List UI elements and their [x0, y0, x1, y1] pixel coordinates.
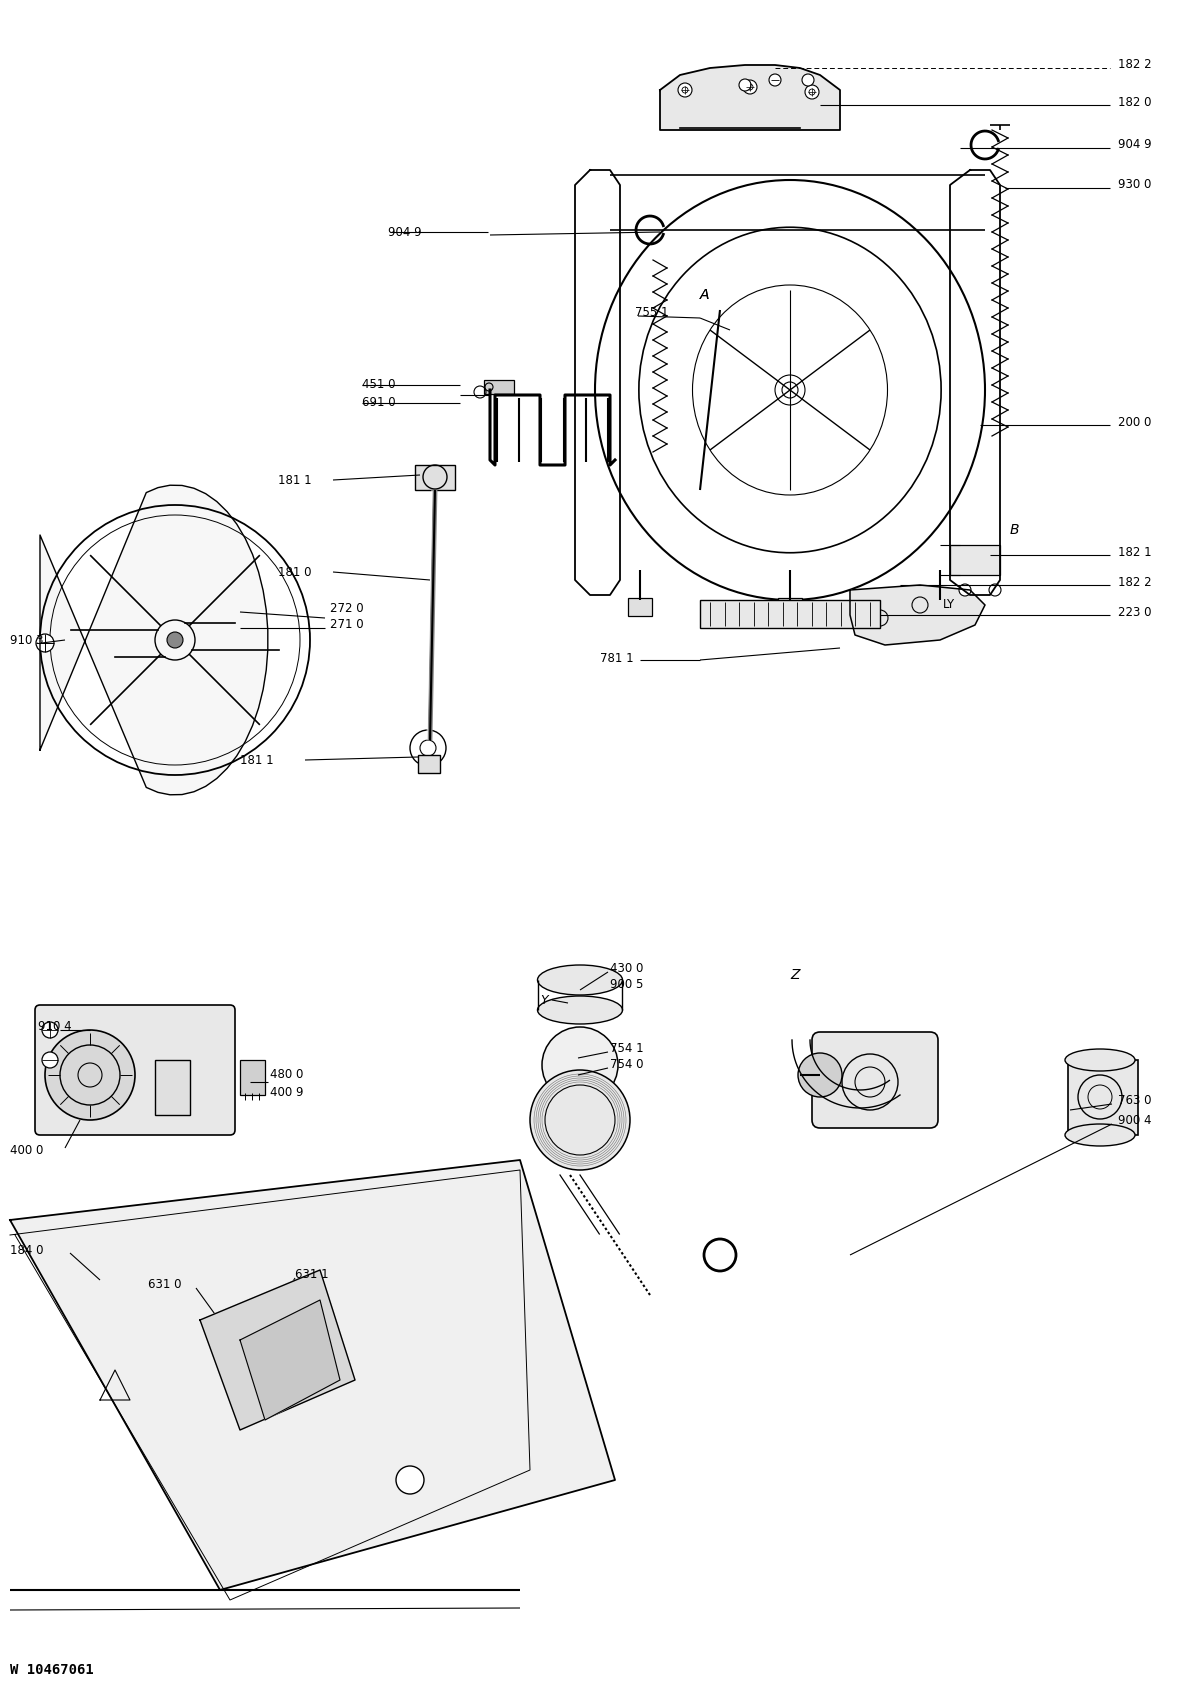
Text: 480 0: 480 0	[270, 1069, 303, 1081]
Text: 182 2: 182 2	[1117, 576, 1152, 588]
Text: 181 0: 181 0	[278, 566, 312, 579]
Circle shape	[959, 584, 971, 596]
Ellipse shape	[1065, 1123, 1135, 1147]
Text: 781 1: 781 1	[600, 652, 633, 665]
Circle shape	[42, 1022, 58, 1037]
Bar	[950, 546, 1000, 574]
Polygon shape	[240, 1300, 340, 1420]
Circle shape	[739, 79, 751, 91]
Circle shape	[45, 1031, 134, 1120]
Text: 430 0: 430 0	[610, 962, 644, 975]
Text: 910 4: 910 4	[38, 1021, 71, 1034]
Polygon shape	[40, 485, 268, 795]
Text: 904 9: 904 9	[1117, 138, 1152, 152]
Circle shape	[541, 1027, 618, 1103]
Text: 755 1: 755 1	[635, 305, 669, 318]
Text: LY: LY	[942, 598, 956, 611]
Polygon shape	[660, 66, 840, 130]
Text: B: B	[1010, 524, 1020, 537]
Circle shape	[989, 584, 1001, 596]
Bar	[700, 600, 879, 628]
Text: 200 0: 200 0	[1117, 416, 1152, 428]
Text: 400 9: 400 9	[270, 1086, 303, 1100]
Text: 754 1: 754 1	[610, 1041, 644, 1054]
Text: 182 1: 182 1	[1117, 546, 1152, 559]
Text: A: A	[700, 288, 709, 301]
FancyBboxPatch shape	[35, 1005, 234, 1135]
Text: 184 0: 184 0	[10, 1243, 44, 1256]
Text: 631 1: 631 1	[295, 1268, 328, 1282]
Bar	[628, 598, 652, 616]
Text: Z: Z	[790, 968, 800, 982]
Text: 910 3: 910 3	[10, 633, 44, 647]
Text: 763 0: 763 0	[1117, 1093, 1152, 1106]
Bar	[155, 1059, 190, 1115]
Text: 272 0: 272 0	[330, 603, 364, 615]
Circle shape	[167, 632, 183, 648]
Circle shape	[678, 83, 693, 98]
Text: 271 0: 271 0	[330, 618, 364, 632]
Text: 754 0: 754 0	[610, 1059, 644, 1071]
Polygon shape	[200, 1270, 355, 1430]
Ellipse shape	[1065, 1049, 1135, 1071]
Ellipse shape	[538, 995, 622, 1024]
Text: 930 0: 930 0	[1117, 179, 1152, 192]
Polygon shape	[10, 1160, 615, 1590]
Bar	[240, 1059, 265, 1095]
Circle shape	[42, 1052, 58, 1068]
FancyBboxPatch shape	[812, 1032, 938, 1128]
Text: 182 2: 182 2	[1117, 59, 1152, 71]
Text: 223 0: 223 0	[1117, 606, 1152, 618]
Text: 181 1: 181 1	[240, 753, 274, 766]
Bar	[928, 598, 952, 616]
Text: A: A	[700, 288, 709, 301]
Circle shape	[802, 74, 814, 86]
Circle shape	[530, 1069, 630, 1170]
Circle shape	[769, 74, 781, 86]
Text: 691 0: 691 0	[362, 396, 395, 409]
Text: 900 4: 900 4	[1117, 1113, 1152, 1127]
Bar	[484, 381, 514, 394]
Circle shape	[798, 1052, 843, 1096]
Circle shape	[804, 84, 819, 99]
Text: 900 5: 900 5	[610, 978, 644, 992]
Bar	[1067, 1059, 1138, 1135]
Text: 631 0: 631 0	[148, 1278, 182, 1292]
Circle shape	[743, 81, 757, 94]
Text: Y: Y	[540, 994, 547, 1007]
Circle shape	[36, 633, 54, 652]
Text: 904 9: 904 9	[388, 226, 421, 239]
Text: 400 0: 400 0	[10, 1143, 43, 1157]
Text: 182 0: 182 0	[1117, 96, 1152, 108]
Bar	[778, 598, 802, 616]
Bar	[418, 754, 440, 773]
Ellipse shape	[538, 965, 622, 995]
Text: 451 0: 451 0	[362, 379, 395, 391]
Circle shape	[396, 1467, 424, 1494]
Text: W 10467061: W 10467061	[10, 1664, 94, 1677]
Bar	[415, 465, 455, 490]
Text: 181 1: 181 1	[278, 473, 312, 487]
Polygon shape	[850, 584, 985, 645]
